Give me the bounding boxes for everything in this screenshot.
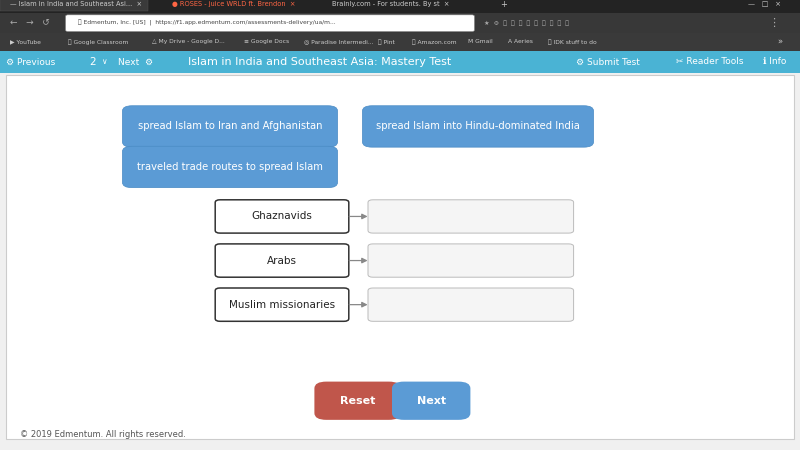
Text: ℹ Info: ℹ Info	[763, 58, 786, 67]
Text: Reset: Reset	[340, 396, 375, 406]
Text: Next: Next	[417, 396, 446, 406]
Text: +: +	[500, 0, 507, 9]
Text: ⚙ Previous: ⚙ Previous	[6, 58, 56, 67]
FancyBboxPatch shape	[0, 0, 148, 11]
Text: 🅰 Amazon.com: 🅰 Amazon.com	[412, 39, 457, 45]
Text: M Gmail: M Gmail	[468, 39, 493, 45]
Text: △ My Drive - Google D...: △ My Drive - Google D...	[152, 39, 225, 45]
FancyBboxPatch shape	[122, 146, 338, 188]
Text: 2: 2	[90, 57, 96, 67]
Text: spread Islam to Iran and Afghanistan: spread Islam to Iran and Afghanistan	[138, 122, 322, 131]
FancyBboxPatch shape	[215, 288, 349, 321]
Text: ≡ Google Docs: ≡ Google Docs	[244, 39, 289, 45]
Text: A Aeries: A Aeries	[508, 39, 533, 45]
FancyBboxPatch shape	[362, 106, 594, 147]
Text: Arabs: Arabs	[267, 256, 297, 266]
Text: ▶ YouTube: ▶ YouTube	[10, 39, 41, 45]
Text: Next  ⚙: Next ⚙	[118, 58, 154, 67]
FancyBboxPatch shape	[0, 51, 800, 73]
FancyBboxPatch shape	[66, 15, 474, 32]
Text: —   □   ×: — □ ×	[748, 1, 781, 7]
Text: traveled trade routes to spread Islam: traveled trade routes to spread Islam	[137, 162, 323, 172]
FancyBboxPatch shape	[215, 200, 349, 233]
Text: — Islam in India and Southeast Asi...  ×: — Islam in India and Southeast Asi... ×	[10, 1, 142, 7]
FancyBboxPatch shape	[6, 75, 794, 439]
Text: ● ROSES - juice WRLD ft. Brendon  ×: ● ROSES - juice WRLD ft. Brendon ×	[172, 1, 295, 7]
Text: 🔒 Edmentum, Inc. [US]  |  https://f1.app.edmentum.com/assessments-delivery/ua/m.: 🔒 Edmentum, Inc. [US] | https://f1.app.e…	[78, 20, 336, 26]
Text: ★  ⚙  🔖  🎵  📌  📷  🎮  🔔  🎲  🎯  🖊: ★ ⚙ 🔖 🎵 📌 📷 🎮 🔔 🎲 🎯 🖊	[484, 20, 569, 26]
FancyBboxPatch shape	[368, 200, 574, 233]
FancyBboxPatch shape	[0, 33, 800, 51]
Text: spread Islam into Hindu-dominated India: spread Islam into Hindu-dominated India	[376, 122, 580, 131]
Text: ✂ Reader Tools: ✂ Reader Tools	[676, 58, 743, 67]
Text: 📋 Google Classroom: 📋 Google Classroom	[68, 39, 128, 45]
Text: Muslim missionaries: Muslim missionaries	[229, 300, 335, 310]
Text: © 2019 Edmentum. All rights reserved.: © 2019 Edmentum. All rights reserved.	[20, 430, 186, 439]
Text: ←   →   ↺: ← → ↺	[10, 18, 50, 27]
Text: ◎ Paradise Intermedi...: ◎ Paradise Intermedi...	[304, 39, 374, 45]
Text: 📁 IDK stuff to do: 📁 IDK stuff to do	[548, 39, 597, 45]
FancyBboxPatch shape	[368, 288, 574, 321]
FancyBboxPatch shape	[0, 0, 800, 13]
FancyBboxPatch shape	[392, 382, 470, 420]
Text: ⋮: ⋮	[768, 18, 779, 28]
Text: Brainly.com - For students. By st  ×: Brainly.com - For students. By st ×	[332, 1, 450, 7]
Text: Islam in India and Southeast Asia: Mastery Test: Islam in India and Southeast Asia: Maste…	[188, 57, 452, 67]
FancyBboxPatch shape	[368, 244, 574, 277]
Text: Ghaznavids: Ghaznavids	[251, 212, 313, 221]
Text: ∨: ∨	[101, 58, 106, 67]
Text: ⚙ Submit Test: ⚙ Submit Test	[576, 58, 640, 67]
FancyBboxPatch shape	[314, 382, 401, 420]
FancyBboxPatch shape	[215, 244, 349, 277]
FancyBboxPatch shape	[0, 13, 800, 33]
FancyBboxPatch shape	[122, 106, 338, 147]
Text: 📌 Pint: 📌 Pint	[378, 39, 395, 45]
Text: »: »	[778, 37, 782, 46]
